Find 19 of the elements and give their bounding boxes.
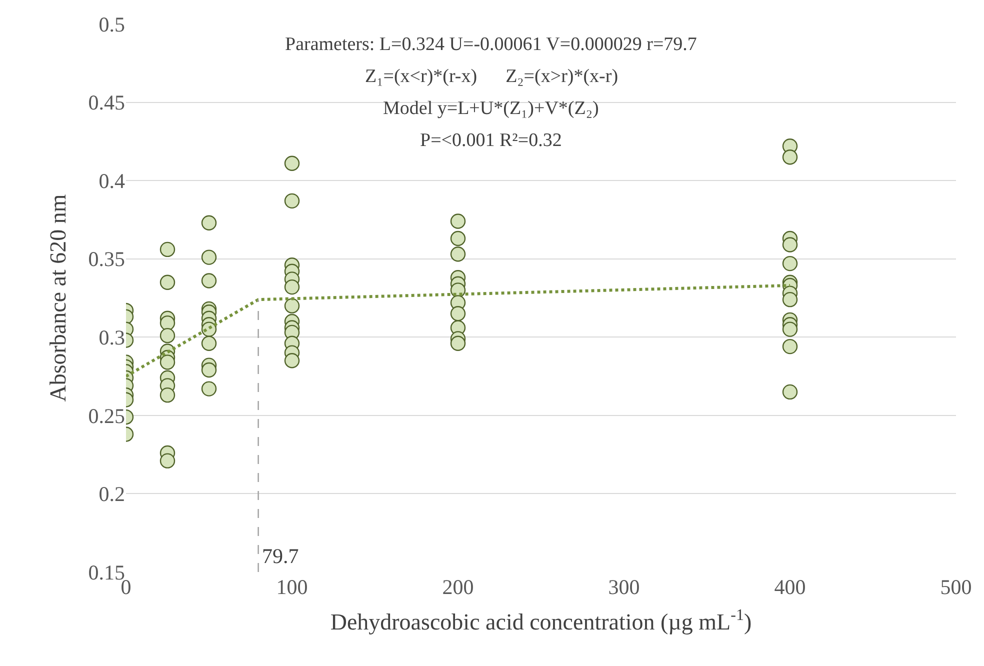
y-tick-label: 0.35 (88, 247, 125, 272)
x-tick-label: 200 (442, 575, 474, 599)
x-tick-label: 100 (276, 575, 308, 599)
y-tick-label: 0.4 (98, 168, 126, 193)
annotation: Model y=L+U*(Z₁)+V*(Z₂) (383, 98, 599, 119)
text: Z₁=(x<r)*(r-x) Z₂=(x>r)*(x-r) (365, 66, 618, 87)
y-tick-label: 0.25 (88, 404, 125, 428)
y-axis-title: Absorbance at 620 nm (46, 194, 71, 402)
x-tick-label: 400 (774, 575, 806, 599)
y-tick-label: 0.45 (88, 90, 125, 115)
y-tick-label: 0.2 (98, 482, 125, 506)
y-tick-label: 0.5 (98, 12, 125, 36)
x-tick-label: 300 (608, 575, 640, 599)
x-tick-label: 500 (940, 575, 972, 599)
y-tick-label: 0.3 (98, 325, 125, 350)
ref-line-label: 79.7 (262, 544, 299, 568)
annotation: P=<0.001 R²=0.32 (420, 130, 562, 151)
x-axis-title: Dehydroascobic acid concentration (µg mL$^{-1}$) (330, 606, 752, 635)
annotation: Parameters: L=0.324 U=-0.00061 V=0.000029 r=79.7 (285, 34, 697, 55)
